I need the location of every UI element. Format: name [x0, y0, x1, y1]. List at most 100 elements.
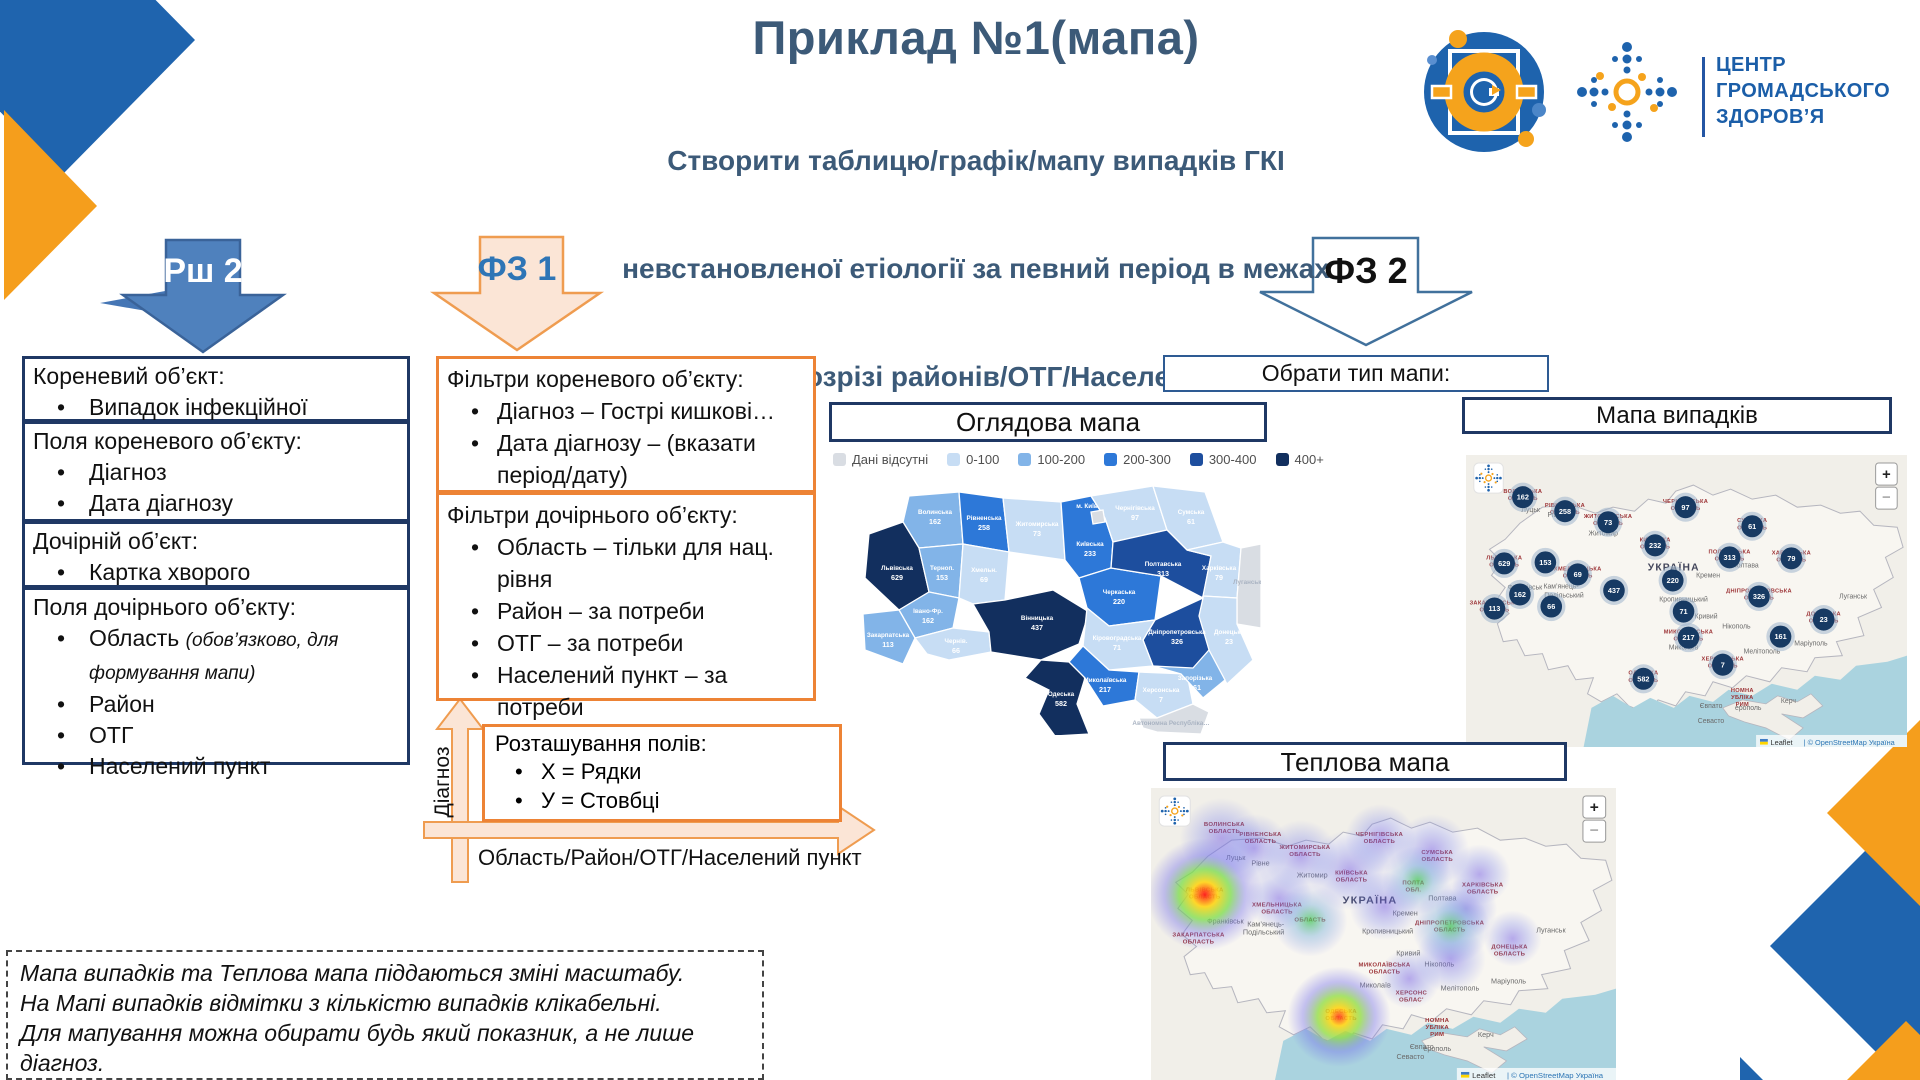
legend-item: 100-200 [1018, 452, 1085, 467]
note-line: На Мапі випадків відмітки з кількістю ви… [20, 990, 662, 1016]
case-count-marker[interactable]: 73 [1593, 507, 1623, 537]
map-attribution[interactable]: Leaflet | © OpenStreetMap Україна [1456, 1067, 1616, 1080]
region-value: 66 [952, 646, 960, 655]
case-count-marker[interactable]: 97 [1671, 492, 1700, 522]
corner-triangle-orange-tl [4, 110, 97, 300]
svg-text:161: 161 [1774, 632, 1786, 641]
svg-text:НОМНА: НОМНА [1731, 688, 1754, 694]
legend-item: 400+ [1275, 452, 1324, 467]
box-title: Розташування полів: [495, 731, 707, 756]
list-item: Діагноз – Гострі кишкові… [447, 395, 805, 427]
svg-text:162: 162 [1514, 590, 1526, 599]
region-label: Донецька [1214, 629, 1245, 636]
region-label: Чернів. [945, 637, 968, 645]
svg-text:69: 69 [1574, 570, 1582, 579]
map-city-label: Керч [1781, 698, 1796, 705]
child-filters-box: Фільтри дочірнього об’єкту: Область – ті… [436, 492, 816, 720]
case-count-marker[interactable]: 69 [1563, 559, 1592, 589]
region-value: 233 [1084, 549, 1096, 558]
region-vinn [971, 589, 1090, 661]
case-count-marker[interactable]: 629 [1490, 548, 1519, 578]
region-crimea [1138, 703, 1210, 735]
phc-circle-logo [1424, 30, 1546, 152]
svg-text:Leaflet: Leaflet [1771, 738, 1793, 747]
case-count-marker[interactable]: 79 [1777, 543, 1806, 573]
case-count-marker[interactable]: 153 [1531, 547, 1560, 577]
case-count-marker[interactable]: 326 [1744, 581, 1774, 612]
zoom-out-button[interactable]: − [1875, 486, 1898, 510]
box-title: Поля дочірнього об’єкту: [33, 594, 297, 620]
case-count-marker[interactable]: 232 [1640, 530, 1670, 560]
region-label: м. Київ [1076, 503, 1098, 510]
corner-sliver-blue-bottom [1740, 1057, 1763, 1080]
case-count-marker[interactable]: 61 [1737, 511, 1767, 541]
region-label: Херсонська [1143, 687, 1180, 694]
legend-swatch [833, 453, 846, 466]
notes-box: Мапа випадків та Теплова мапа піддаються… [6, 950, 764, 1080]
region-khmeln [958, 543, 1010, 605]
region-label: Івано-Фр. [913, 608, 943, 615]
region-label: Кіровоградська [1093, 634, 1142, 642]
map-city-label: Севасто [1698, 718, 1725, 725]
case-count-marker[interactable]: 258 [1550, 496, 1580, 526]
region-label: Одеська [1048, 691, 1075, 698]
list-item: Населений пункт – за потреби [447, 659, 805, 723]
case-count-marker[interactable]: 23 [1809, 605, 1838, 635]
list-item: Район [33, 689, 399, 720]
region-label: Луганська [1233, 579, 1261, 586]
case-count-marker[interactable]: 66 [1537, 591, 1566, 622]
case-count-marker[interactable]: 161 [1766, 622, 1795, 652]
region-value: 258 [978, 523, 990, 532]
map-city-label: Луганськ [1839, 593, 1868, 600]
case-count-marker[interactable]: 582 [1629, 664, 1658, 694]
svg-text:153: 153 [1539, 558, 1551, 567]
case-count-marker[interactable]: 7 [1708, 650, 1737, 680]
map-city-label: Маріуполь [1794, 640, 1828, 648]
case-count-marker[interactable]: 220 [1658, 565, 1687, 595]
svg-text:61: 61 [1748, 522, 1756, 531]
heat-leaflet-map[interactable]: ВОЛИНСЬКАОБЛАСТЬРІВНЕНСЬКАОБЛАСТЬЖИТОМИР… [1151, 788, 1616, 1080]
region-zaporizh [1152, 648, 1226, 699]
zoom-in-button[interactable]: + [1875, 462, 1898, 486]
list-item: Район – за потреби [447, 595, 805, 627]
map-attribution[interactable]: Leaflet | © OpenStreetMap Україна [1756, 734, 1907, 747]
svg-text:−: − [1882, 490, 1891, 506]
legend-item: 200-300 [1104, 452, 1171, 467]
corner-diamond-orange-br [1827, 720, 1920, 906]
case-count-marker[interactable]: 217 [1674, 623, 1703, 653]
svg-text:79: 79 [1787, 554, 1795, 563]
cases-leaflet-map[interactable]: ВОЛИНСЬКАОБЛАСТЬРІВНЕНСЬКАОБЛАСТЬЖИТОМИР… [1466, 455, 1907, 747]
svg-text:113: 113 [1488, 604, 1500, 613]
region-odesa [1023, 659, 1090, 735]
region-label: Рівненська [967, 514, 1002, 522]
region-value: 113 [882, 640, 894, 649]
region-value: 71 [1113, 643, 1121, 652]
subtitle-line: Створити таблицю/графік/мапу випадків ГК… [667, 145, 1285, 176]
map-city-label: Кривий [1695, 612, 1718, 620]
zoom-in-button[interactable]: + [1582, 795, 1607, 819]
region-value: 79 [1215, 573, 1223, 582]
legend-swatch [947, 453, 961, 466]
region-value: 73 [1033, 529, 1041, 538]
case-count-marker[interactable]: 71 [1669, 596, 1698, 627]
zoom-out-button[interactable]: − [1582, 819, 1607, 843]
case-count-marker[interactable]: 162 [1508, 482, 1538, 512]
legend-item: Дані відсутні [833, 452, 928, 467]
arrow-shape-fz2 [1259, 236, 1473, 347]
list-item: Картка хворого [33, 557, 399, 588]
heat-blob [1287, 966, 1391, 1067]
choose-map-type-label: Обрати тип мапи: [1163, 355, 1549, 392]
region-label: Чернігівська [1115, 504, 1155, 512]
region-value: 61 [1187, 517, 1195, 526]
case-count-marker[interactable]: 113 [1480, 593, 1509, 624]
svg-text:| © OpenStreetMap Україна: | © OpenStreetMap Україна [1507, 1071, 1604, 1080]
box-title: Фільтри кореневого об’єкту: [447, 366, 744, 392]
case-count-marker[interactable]: 313 [1715, 542, 1744, 572]
svg-text:217: 217 [1682, 633, 1694, 642]
corner-diamond-blue-tl [0, 0, 195, 175]
region-label: Миколаївська [1084, 677, 1127, 684]
case-count-marker[interactable]: 437 [1599, 575, 1629, 606]
region-label: Харківська [1202, 564, 1237, 572]
case-count-marker[interactable]: 162 [1505, 579, 1535, 610]
